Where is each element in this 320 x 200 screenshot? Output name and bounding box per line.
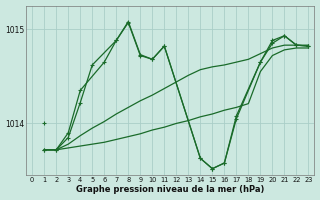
- X-axis label: Graphe pression niveau de la mer (hPa): Graphe pression niveau de la mer (hPa): [76, 185, 265, 194]
